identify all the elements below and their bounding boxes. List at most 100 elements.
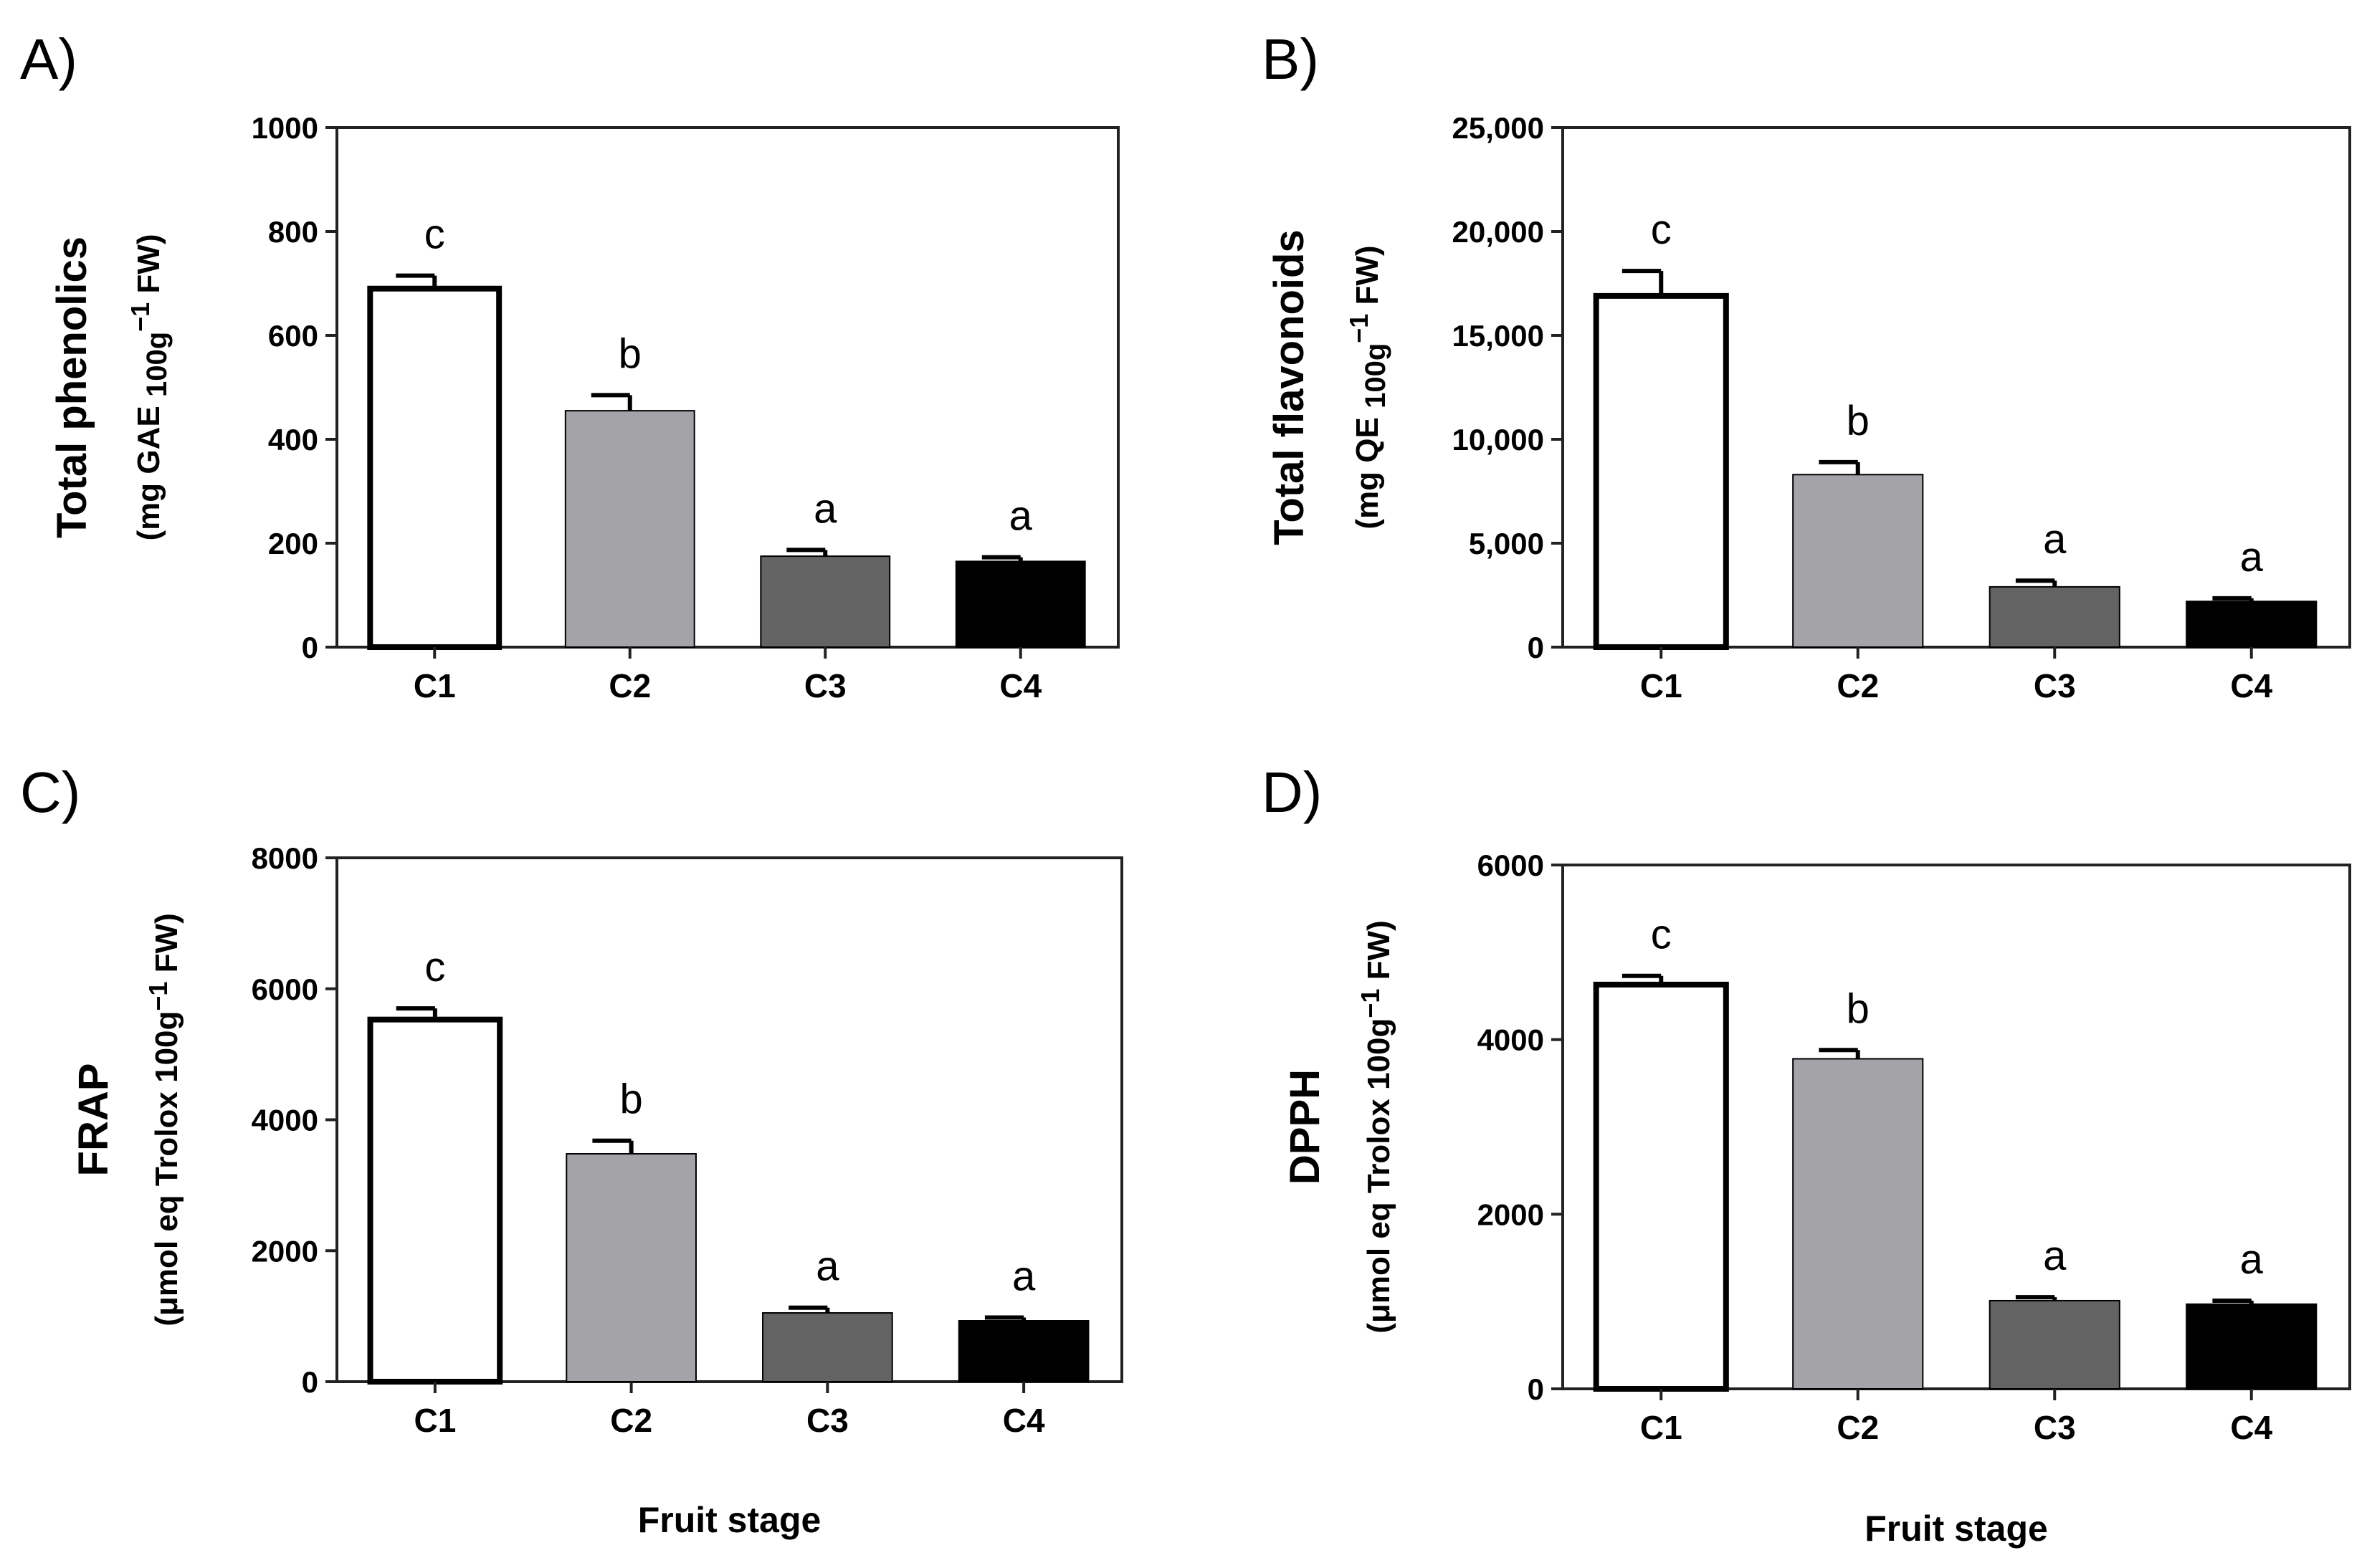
bar-c1: [367, 1016, 503, 1385]
significance-label: a: [2240, 534, 2264, 580]
bar-c3: [762, 1312, 893, 1383]
y-axis-unit-part: FW): [149, 913, 184, 981]
panel-label: A): [20, 27, 77, 91]
y-axis-unit-part: 100g: [141, 332, 173, 397]
x-tick-label: C2: [1837, 1409, 1879, 1446]
bar-c3: [760, 555, 891, 648]
y-tick-label: 4000: [252, 1104, 318, 1137]
y-axis-unit-label: (μmol eq Trolox 100g−1 FW): [143, 913, 184, 1326]
significance-label: b: [1847, 398, 1870, 444]
y-tick-label: 5,000: [1469, 527, 1544, 560]
significance-label: c: [424, 944, 445, 990]
significance-label: a: [1012, 1253, 1036, 1299]
x-tick-label: C3: [804, 667, 847, 704]
y-axis-unit-part: (mg QE: [1350, 408, 1385, 530]
y-tick-label: 0: [1528, 631, 1544, 664]
y-tick-label: 600: [268, 319, 318, 353]
y-axis-unit-part: −1: [1344, 314, 1373, 343]
x-tick-label: C3: [2034, 1409, 2076, 1446]
bar-c2: [1792, 1058, 1924, 1390]
panel-label: D): [1262, 760, 1322, 824]
y-tick-label: 6000: [252, 972, 318, 1006]
significance-label: c: [1651, 912, 1672, 958]
bar-c1: [1593, 981, 1729, 1392]
bar-c4: [958, 1320, 1090, 1382]
y-axis-unit-part: −1: [125, 302, 155, 332]
y-tick-label: 0: [302, 1365, 318, 1399]
y-tick-label: 10,000: [1452, 423, 1544, 456]
y-tick-label: 25,000: [1452, 111, 1544, 145]
y-tick-label: 6000: [1477, 848, 1544, 882]
x-tick-label: C2: [1837, 667, 1879, 704]
plot-frame: [335, 126, 1120, 649]
y-tick-label: 2000: [252, 1234, 318, 1268]
y-axis-unit-part: (μmol eq Trolox 100g: [149, 1011, 184, 1326]
significance-label: a: [2043, 516, 2067, 563]
y-tick-label: 1000: [252, 111, 318, 145]
plot-frame: [1561, 126, 2351, 649]
y-axis-unit-part: −1: [143, 982, 173, 1011]
chart-panel-2: B) 0 5,000 10,000 15,000 20,000 25,000 Total fl…: [1262, 27, 2351, 704]
significance-label: a: [816, 1243, 839, 1290]
significance-label: b: [1847, 985, 1870, 1032]
y-axis-unit-label: (mg GAE 100g−1 FW): [125, 234, 173, 541]
significance-label: c: [424, 211, 445, 258]
y-axis-unit-label: (μmol eq Trolox 100g−1 FW): [1356, 920, 1396, 1333]
y-axis-unit-part: 100g: [1360, 343, 1391, 408]
bar-c3: [1989, 585, 2120, 649]
y-axis-unit-part: (μmol eq Trolox 100g: [1361, 1018, 1396, 1334]
chart-panel-4: D) 0 2000 4000 6000 DPPH (μmol eq Trolox 100g−…: [1262, 760, 2351, 1549]
y-tick-label: 0: [1528, 1372, 1544, 1406]
y-tick-label: 4000: [1477, 1023, 1544, 1057]
y-tick-label: 20,000: [1452, 215, 1544, 249]
significance-label: a: [1009, 493, 1033, 540]
x-tick-label: C1: [1640, 667, 1682, 704]
bar-c2: [1792, 474, 1924, 648]
chart-panel-3: C) 0 2000 4000 6000 8000 FRAP (μmol eq Trolox 1…: [20, 760, 1123, 1540]
y-axis-unit-part: −1: [1356, 989, 1385, 1018]
y-axis-label: FRAP: [70, 1063, 117, 1177]
significance-label: b: [619, 1076, 642, 1123]
y-tick-label: 400: [268, 423, 318, 456]
plot-frame: [1561, 864, 2351, 1390]
significance-label: a: [814, 485, 837, 532]
bar-c1: [367, 285, 503, 650]
x-tick-label: C1: [1640, 1409, 1682, 1446]
y-tick-label: 2000: [1477, 1197, 1544, 1231]
y-axis-unit-part: FW): [1350, 245, 1385, 313]
bar-c1: [1593, 292, 1729, 650]
x-tick-label: C2: [610, 1402, 652, 1439]
x-tick-label: C3: [2034, 667, 2076, 704]
x-tick-label: C4: [1003, 1402, 1045, 1439]
significance-label: b: [619, 330, 642, 377]
bar-c2: [564, 410, 695, 648]
bar-c4: [955, 560, 1086, 648]
y-axis-unit-part: FW): [131, 234, 166, 302]
x-tick-label: C4: [2230, 1409, 2272, 1446]
x-axis-label: Fruit stage: [638, 1500, 821, 1540]
y-axis-label: DPPH: [1282, 1069, 1328, 1185]
x-tick-label: C1: [414, 667, 456, 704]
y-tick-label: 15,000: [1452, 319, 1544, 353]
bar-c2: [566, 1153, 697, 1382]
x-axis-label: Fruit stage: [1864, 1509, 2048, 1549]
y-tick-label: 8000: [252, 841, 318, 875]
bar-c4: [2186, 1303, 2318, 1390]
y-axis-label: Total phenolics: [49, 236, 95, 538]
bar-c3: [1989, 1299, 2120, 1390]
x-tick-label: C4: [999, 667, 1042, 704]
y-axis-unit-part: FW): [1361, 920, 1396, 988]
x-tick-label: C1: [414, 1402, 456, 1439]
y-tick-label: 0: [302, 631, 318, 664]
bar-c4: [2186, 601, 2318, 649]
significance-label: a: [2240, 1236, 2264, 1283]
y-axis-unit-label: (mg QE 100g−1 FW): [1344, 245, 1391, 529]
chart-panel-1: A) 0 200 400 600 800 1000 Total phenolics (mg GA…: [20, 27, 1120, 704]
panel-label: C): [20, 760, 80, 824]
x-tick-label: C3: [806, 1402, 849, 1439]
y-tick-label: 800: [268, 215, 318, 249]
panel-label: B): [1262, 27, 1319, 91]
y-axis-unit-part: (mg GAE: [131, 397, 166, 540]
x-tick-label: C4: [2230, 667, 2272, 704]
